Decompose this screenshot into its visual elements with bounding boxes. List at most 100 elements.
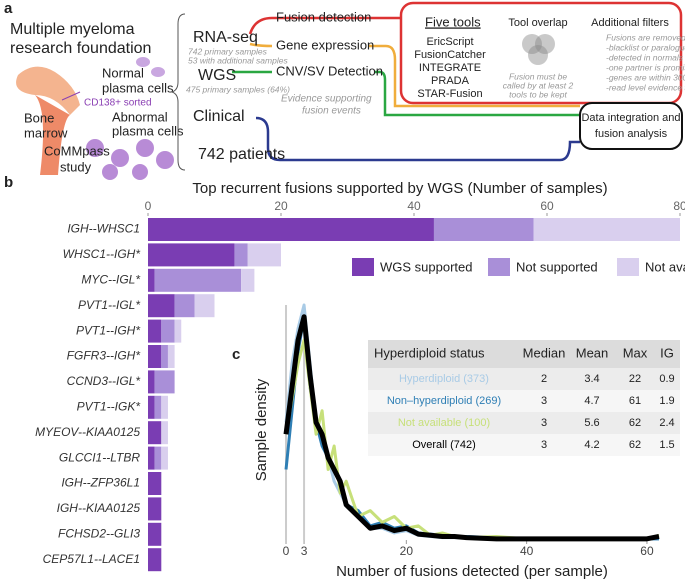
category-label: MYEOV--KIAA0125 (35, 425, 140, 439)
table-cell: Hyperdiploid (373) (399, 373, 489, 385)
label: marrow (24, 125, 68, 140)
connector (255, 116, 580, 162)
table-cell: 1.5 (659, 439, 674, 451)
bar-segment (174, 319, 182, 343)
note: -read level evidence too low (606, 82, 685, 92)
table-row-bg (368, 368, 680, 390)
table-header: Mean (576, 345, 609, 360)
note: -one partner is promiscuous (606, 62, 685, 72)
bar-segment (194, 294, 215, 318)
panel-label: c (232, 346, 240, 363)
category-label: FCHSD2--GLI3 (58, 526, 140, 540)
x-tick-label: 0 (145, 199, 152, 213)
table-cell: 1.9 (659, 395, 674, 407)
bar-segment (433, 218, 534, 241)
tool: EricScript (426, 36, 473, 48)
x-tick-label: 40 (520, 544, 534, 558)
category-label: GLCCI1--LTBR (59, 450, 140, 464)
label: Five tools (425, 14, 481, 29)
table-header: Median (523, 345, 566, 360)
table-cell: 61 (629, 395, 641, 407)
label: study (60, 159, 92, 174)
category-label: PVT1--IGH* (76, 323, 140, 337)
label: Additional filters (591, 17, 669, 29)
note: Evidence supporting (281, 94, 372, 105)
bar-segment (161, 395, 168, 419)
label: fusion analysis (595, 128, 668, 140)
category-label: CCND3--IGL* (67, 374, 141, 388)
filters: Fusions are removed if: -blacklist or pa… (606, 32, 685, 92)
table-cell: 62 (629, 417, 641, 429)
bar-segment (161, 446, 168, 470)
bone (16, 66, 80, 115)
bar-segment (148, 319, 162, 343)
label: Abnormal (112, 109, 168, 124)
bar-segment (161, 319, 175, 343)
label: WGS (198, 67, 236, 84)
cells (86, 139, 174, 180)
note: 53 with additional samples (188, 55, 288, 65)
bar-segment (148, 268, 155, 292)
category-label: IGH--ZFP36L1 (61, 476, 140, 490)
note: tools to be kept (509, 89, 567, 99)
label: CNV/SV Detection (276, 63, 383, 78)
note: Fusion must be (509, 71, 567, 81)
label: CoMMpass (44, 143, 110, 158)
legend-swatch (352, 258, 374, 276)
connector (232, 70, 580, 117)
table-cell: 3 (541, 439, 547, 451)
label: Fusion detection (276, 9, 371, 24)
note: 742 primary samples (188, 46, 268, 56)
source: Multiple myeloma (10, 21, 135, 38)
table-cell: 2.4 (659, 417, 674, 429)
bar-segment (234, 243, 248, 267)
x-tick-label: 60 (540, 199, 554, 213)
legend-label: WGS supported (380, 259, 473, 274)
category-label: IGH--KIAA0125 (57, 501, 141, 515)
bar-segment (148, 218, 434, 241)
table-row-bg (368, 390, 680, 412)
table-cell: 2 (541, 373, 547, 385)
connector (248, 16, 400, 35)
note: 475 primary samples (64%) (186, 84, 290, 94)
table-cell: Not available (100) (398, 417, 490, 429)
chart-title: Top recurrent fusions supported by WGS (… (192, 180, 607, 197)
legend-swatch (488, 258, 510, 276)
label: plasma cells (112, 123, 184, 138)
arrow (61, 91, 81, 101)
category-label: PVT1--IGL* (78, 298, 140, 312)
tools-box (399, 1, 683, 105)
bracket (170, 13, 186, 171)
bar-segment (148, 421, 162, 445)
tool: PRADA (431, 75, 470, 87)
tool: FusionCatcher (414, 49, 486, 61)
bar-segment (148, 522, 162, 546)
bar-segment (154, 446, 162, 470)
tool: INTEGRATE (419, 62, 481, 74)
table-cell: 4.7 (584, 395, 599, 407)
label: plasma cells (102, 80, 174, 95)
table-cell: 3 (541, 417, 547, 429)
table-cell: 62 (629, 439, 641, 451)
bar-segment (148, 243, 235, 267)
bar-segment (148, 345, 162, 368)
label: Gene expression (276, 37, 374, 52)
table-cell: Non–hyperdiploid (269) (387, 395, 501, 407)
table-header-bg (368, 340, 680, 368)
table-header: IG (660, 345, 674, 360)
panel-a: a Multiple myeloma research foundation N… (4, 0, 685, 180)
table-cell: 3.4 (584, 373, 599, 385)
integration-box (579, 102, 683, 150)
density-line (283, 314, 660, 542)
table-cell: 3 (541, 395, 547, 407)
bar-segment (148, 497, 162, 521)
label: Normal (102, 65, 144, 80)
legend-swatch (617, 258, 639, 276)
x-axis-label: Number of fusions detected (per sample) (336, 563, 608, 580)
category-label: IGH--WHSC1 (67, 222, 140, 236)
x-tick-label: 40 (407, 199, 421, 213)
note: -detected in normals (606, 52, 684, 62)
note: called by at least 2 (503, 80, 574, 90)
note: -genes are within 300Kb (606, 72, 685, 82)
label: Clinical (193, 108, 245, 125)
